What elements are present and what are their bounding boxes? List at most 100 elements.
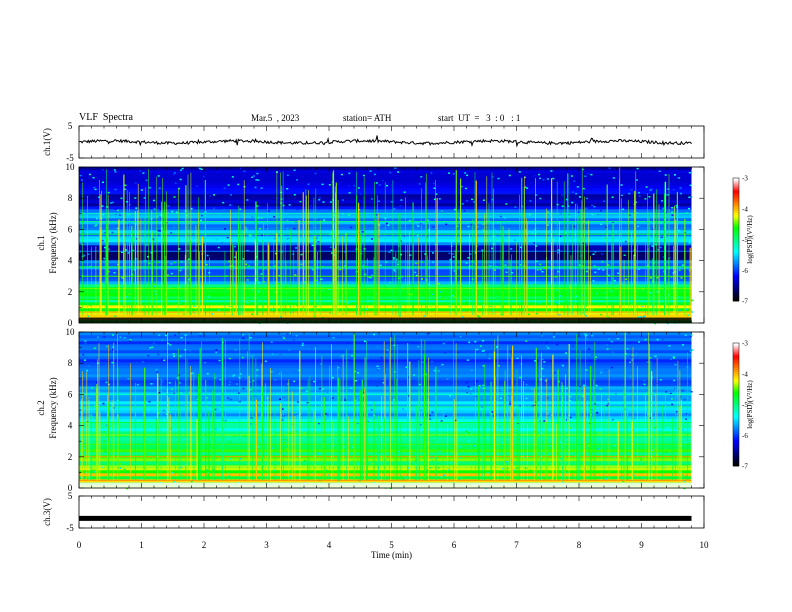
- ch1-spectrogram-colorbar-step: [733, 286, 739, 290]
- ch1-spectrogram-speckle: [524, 186, 527, 188]
- ch1-spectrogram-speckle: [202, 214, 205, 217]
- ch2-spectrogram-speckle: [509, 476, 512, 478]
- ch1-spectrogram-speckle: [675, 204, 678, 207]
- ch1-spectrogram-speckle: [469, 265, 472, 267]
- ch1-spectrogram-speckle: [153, 285, 156, 287]
- ch2-spectrogram-speckle: [371, 462, 374, 465]
- ch1-spectrogram-speckle: [535, 260, 538, 262]
- ch2-spectrogram-speckle: [478, 425, 481, 428]
- ch1-spectrogram-speckle: [534, 228, 536, 230]
- ch1-spectrogram-speckle: [554, 276, 557, 278]
- ch2-spectrogram-speckle: [183, 464, 186, 466]
- ch2-spectrogram-speckle: [111, 403, 114, 406]
- ch1-spectrogram-speckle: [393, 269, 395, 271]
- ch1-spectrogram-speckle: [582, 312, 585, 314]
- ch2-spectrogram-speckle: [396, 367, 398, 369]
- ch2-spectrogram-colorbar-step: [733, 345, 739, 348]
- ch1-spectrogram-speckle: [143, 197, 146, 199]
- ch2-spectrogram-colorbar-tick: -5: [742, 401, 748, 409]
- ch1-spectrogram-speckle: [379, 264, 382, 267]
- ch2-spectrogram-speckle: [417, 346, 420, 348]
- ch2-spectrogram-speckle: [486, 472, 489, 474]
- ch2-spectrogram-speckle: [643, 380, 646, 382]
- ch2-spectrogram-speckle: [670, 358, 673, 361]
- ch2-spectrogram-speckle: [431, 411, 434, 414]
- ch2-spectrogram-speckle: [681, 474, 684, 476]
- ch2-spectrogram-speckle: [223, 421, 226, 423]
- ch1-spectrogram-speckle: [117, 263, 120, 266]
- ch2-spectrogram-speckle: [266, 346, 269, 349]
- ch1-spectrogram-speckle: [190, 207, 193, 210]
- ch1-spectrogram-speckle: [108, 248, 110, 250]
- ch1-spectrogram-speckle: [397, 277, 400, 279]
- ch1-spectrogram-speckle: [251, 313, 254, 315]
- ch2-spectrogram-speckle: [252, 380, 255, 382]
- ch2-spectrogram-speckle: [659, 429, 662, 432]
- ch2-spectrogram-speckle: [264, 360, 267, 362]
- ch1-spectrogram-speckle: [470, 223, 473, 226]
- ch2-spectrogram-speckle: [150, 383, 153, 385]
- ch2-spectrogram-colorbar-step: [733, 439, 739, 442]
- ch1-spectrogram-speckle: [624, 240, 627, 243]
- ch1-spectrogram-speckle: [243, 170, 246, 172]
- ch1-spectrogram-speckle: [519, 246, 522, 249]
- ch2-spectrogram-speckle: [629, 376, 632, 378]
- ch1-spectrogram-colorbar-step: [733, 221, 739, 224]
- ch2-spectrogram-speckle: [346, 342, 349, 344]
- ch1-spectrogram-speckle: [526, 187, 529, 189]
- ch1-spectrogram-speckle: [314, 172, 317, 175]
- ch2-spectrogram-speckle: [589, 359, 592, 362]
- ch1-spectrogram-speckle: [492, 243, 495, 245]
- ch2-spectrogram-speckle: [94, 454, 97, 457]
- ch2-spectrogram-speckle: [357, 446, 360, 448]
- ch2-spectrogram-speckle: [370, 409, 373, 411]
- ch1-spectrogram-speckle: [131, 249, 134, 252]
- ch2-spectrogram-speckle: [607, 338, 610, 340]
- ch2-spectrogram-speckle: [404, 475, 407, 478]
- ch2-spectrogram-speckle: [508, 470, 511, 473]
- ch2-spectrogram-colorbar-step: [733, 455, 739, 459]
- ch2-spectrogram-speckle: [595, 356, 597, 358]
- ch2-spectrogram-speckle: [440, 420, 443, 422]
- xaxis-tick-label: 7: [514, 540, 519, 550]
- ch1-spectrogram-speckle: [318, 197, 321, 199]
- ch2-spectrogram-speckle: [665, 391, 668, 393]
- ch2-spectrogram-speckle: [640, 458, 643, 461]
- ch2-spectrogram-colorbar-step: [733, 437, 739, 440]
- ch1-spectrogram-speckle: [194, 305, 197, 307]
- ch1-spectrogram-speckle: [249, 303, 251, 306]
- ch2-spectrogram-speckle: [214, 427, 217, 430]
- ch1-spectrogram-speckle: [152, 239, 155, 241]
- ch1-spectrogram-speckle: [490, 201, 493, 203]
- ch2-spectrogram-speckle: [500, 387, 503, 390]
- ch2-spectrogram-speckle: [228, 357, 231, 360]
- ch1-spectrogram-speckle: [666, 322, 669, 325]
- ch2-spectrogram-speckle: [651, 449, 654, 451]
- ch2-spectrogram-speckle: [482, 365, 485, 367]
- ch1-spectrogram-speckle: [451, 294, 454, 297]
- ch2-spectrogram-speckle: [466, 359, 469, 361]
- ch2-spectrogram-speckle: [449, 462, 452, 464]
- ch1-spectrogram-speckle: [539, 216, 542, 218]
- ch1-spectrogram-speckle: [388, 251, 391, 253]
- ch1-spectrogram-speckle: [395, 258, 398, 261]
- ch2-spectrogram-speckle: [390, 456, 393, 459]
- ch1-spectrogram-speckle: [430, 172, 433, 174]
- ch1-spectrogram-speckle: [681, 264, 684, 266]
- ch2-spectrogram-speckle: [376, 385, 379, 387]
- ch1-spectrogram-speckle: [392, 258, 395, 261]
- ch2-spectrogram-speckle: [611, 418, 614, 421]
- ch2-spectrogram-speckle: [576, 478, 579, 480]
- ch1-spectrogram-speckle: [273, 265, 276, 267]
- ch2-spectrogram-colorbar-step: [733, 435, 739, 438]
- ch1-spectrogram-speckle: [153, 208, 156, 210]
- ch2-spectrogram-speckle: [126, 487, 129, 490]
- ch1-spectrogram-speckle: [101, 283, 104, 285]
- ch2-spectrogram-speckle: [373, 333, 375, 336]
- ch2-spectrogram-speckle: [112, 334, 114, 336]
- ch2-spectrogram-speckle: [468, 440, 470, 442]
- ch1-spectrogram-speckle: [664, 174, 667, 176]
- ch1-spectrogram-colorbar-step: [733, 284, 739, 288]
- ch2-spectrogram-ytick-label: 6: [68, 389, 73, 399]
- ch2-spectrogram-speckle: [232, 375, 235, 377]
